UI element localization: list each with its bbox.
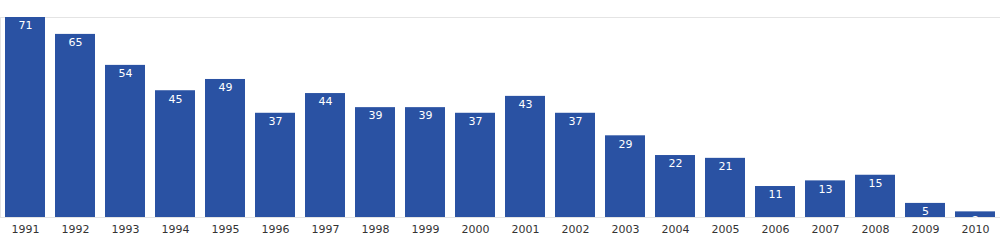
svg-text:1993: 1993 bbox=[112, 223, 140, 236]
svg-text:11: 11 bbox=[769, 188, 783, 201]
svg-text:71: 71 bbox=[19, 19, 33, 32]
svg-text:1996: 1996 bbox=[262, 223, 290, 236]
svg-text:65: 65 bbox=[69, 36, 83, 49]
svg-text:1998: 1998 bbox=[362, 223, 390, 236]
svg-text:1992: 1992 bbox=[62, 223, 90, 236]
svg-text:2008: 2008 bbox=[862, 223, 890, 236]
svg-text:37: 37 bbox=[469, 115, 483, 128]
svg-text:54: 54 bbox=[119, 67, 133, 80]
svg-text:2009: 2009 bbox=[912, 223, 940, 236]
svg-text:39: 39 bbox=[419, 109, 433, 122]
svg-text:21: 21 bbox=[719, 160, 733, 173]
svg-text:1999: 1999 bbox=[412, 223, 440, 236]
svg-text:2004: 2004 bbox=[662, 223, 690, 236]
svg-text:15: 15 bbox=[869, 177, 883, 190]
svg-text:1995: 1995 bbox=[212, 223, 240, 236]
svg-text:45: 45 bbox=[169, 93, 183, 106]
svg-text:2001: 2001 bbox=[512, 223, 540, 236]
svg-text:37: 37 bbox=[569, 115, 583, 128]
svg-text:2005: 2005 bbox=[712, 223, 740, 236]
svg-text:2: 2 bbox=[972, 214, 979, 227]
svg-text:29: 29 bbox=[619, 138, 633, 151]
svg-text:44: 44 bbox=[319, 95, 333, 108]
svg-text:2006: 2006 bbox=[762, 223, 790, 236]
svg-text:39: 39 bbox=[369, 109, 383, 122]
svg-text:1994: 1994 bbox=[162, 223, 190, 236]
svg-text:2003: 2003 bbox=[612, 223, 640, 236]
svg-text:49: 49 bbox=[219, 81, 233, 94]
svg-text:13: 13 bbox=[819, 183, 833, 196]
svg-text:43: 43 bbox=[519, 98, 533, 111]
svg-text:22: 22 bbox=[669, 157, 683, 170]
svg-text:2010: 2010 bbox=[961, 223, 990, 237]
svg-text:5: 5 bbox=[922, 205, 929, 218]
svg-text:1991: 1991 bbox=[12, 223, 40, 236]
svg-text:2000: 2000 bbox=[462, 223, 490, 236]
svg-text:2007: 2007 bbox=[812, 223, 840, 236]
svg-text:2002: 2002 bbox=[562, 223, 590, 236]
svg-text:37: 37 bbox=[269, 115, 283, 128]
svg-text:1997: 1997 bbox=[312, 223, 340, 236]
